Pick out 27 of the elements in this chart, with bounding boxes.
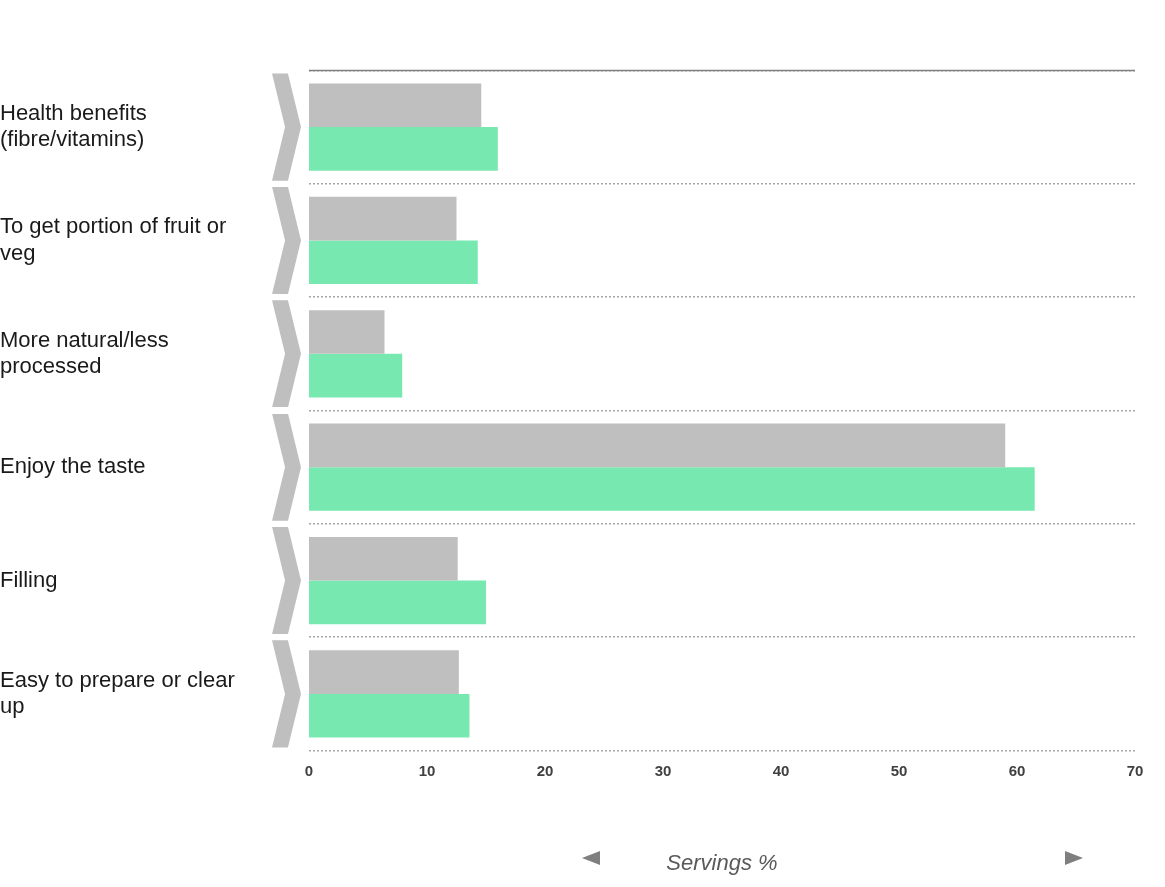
bar xyxy=(309,196,457,241)
x-tick-label: 30 xyxy=(654,761,672,779)
x-tick-label: 60 xyxy=(1008,761,1026,779)
y-tick-label: To get portion of fruit or veg xyxy=(0,213,227,265)
bar xyxy=(309,310,385,354)
bar xyxy=(309,83,482,128)
y-tick-label: Filling xyxy=(0,566,58,592)
x-tick-label: 40 xyxy=(772,761,790,779)
x-axis-title: Servings % xyxy=(666,849,778,875)
bar xyxy=(309,353,403,398)
y-tick-label: Easy to prepare or clear up xyxy=(0,666,235,719)
bar xyxy=(309,580,486,625)
x-tick-label: 20 xyxy=(536,761,554,779)
bar xyxy=(309,693,470,738)
bar xyxy=(309,127,498,171)
bar xyxy=(309,240,478,285)
x-tick-label: 10 xyxy=(418,761,436,779)
y-tick-label: Enjoy the taste xyxy=(0,453,146,479)
x-tick-label: 50 xyxy=(890,761,908,779)
bar xyxy=(309,650,459,694)
y-tick-label: More natural/less processed xyxy=(0,326,169,379)
bar xyxy=(309,536,458,581)
y-tick-label: Health benefits (fibre/vitamins) xyxy=(0,99,147,152)
x-tick-label: 70 xyxy=(1126,761,1144,779)
bar xyxy=(309,467,1035,511)
bar xyxy=(309,423,1006,468)
x-tick-label: 0 xyxy=(304,761,314,779)
